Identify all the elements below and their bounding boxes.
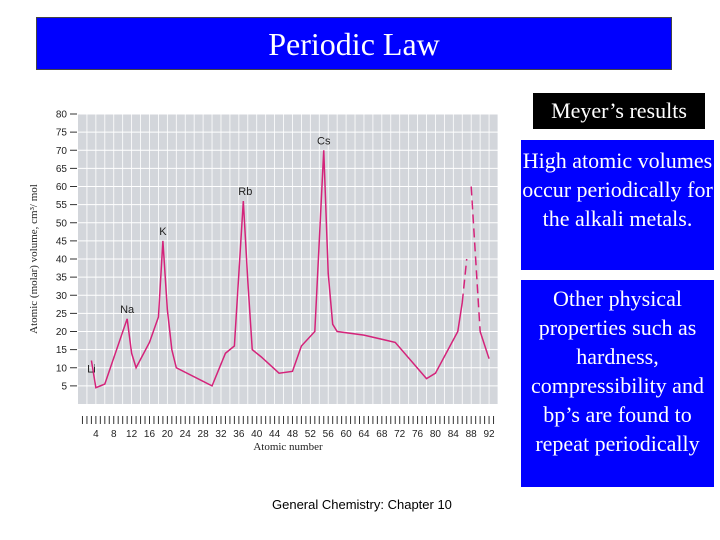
y-tick-label: 70 [56, 146, 68, 157]
x-axis-title: Atomic number [253, 441, 323, 453]
x-tick-label: 52 [305, 429, 317, 440]
y-tick-label: 5 [61, 381, 67, 392]
y-axis-title: Atomic (molar) volume, cm³/ mol [28, 184, 40, 334]
footer-text: General Chemistry: Chapter 10 [272, 497, 452, 512]
annotation-cs: Cs [317, 135, 331, 147]
series-dashed-2 [470, 186, 481, 332]
annotation-na: Na [120, 304, 135, 316]
meyer-results-label: Meyer’s results [533, 93, 705, 129]
x-tick-label: 16 [144, 429, 156, 440]
x-tick-label: 84 [448, 429, 460, 440]
x-tick-label: 56 [323, 429, 335, 440]
x-tick-label: 68 [376, 429, 388, 440]
x-tick-label: 76 [412, 429, 424, 440]
y-tick-label: 15 [56, 345, 68, 356]
series-dashed-1 [461, 258, 468, 303]
annotation-li: Li [87, 364, 96, 376]
x-tick-label: 80 [430, 429, 442, 440]
x-tick-label: 20 [162, 429, 174, 440]
y-tick-label: 35 [56, 273, 68, 284]
x-tick-label: 72 [394, 429, 406, 440]
meyer-chart: 5 10 15 20 25 30 35 40 45 50 55 60 65 70 75 80 4 8 12 16 20 2… [25, 104, 505, 464]
slide-title: Periodic Law [36, 17, 672, 70]
x-tick-label: 64 [358, 429, 370, 440]
x-tick-label: 12 [126, 429, 138, 440]
y-tick-label: 80 [56, 110, 68, 121]
x-tick-label: 28 [198, 429, 210, 440]
x-tick-label: 92 [484, 429, 496, 440]
x-tick-label: 44 [269, 429, 281, 440]
y-tick-label: 10 [56, 363, 68, 374]
series-line-1 [90, 150, 463, 389]
y-tick-label: 60 [56, 182, 68, 193]
x-tick-label: 4 [93, 429, 99, 440]
x-tick-label: 88 [466, 429, 478, 440]
x-tick-label: 40 [251, 429, 263, 440]
x-tick-label: 48 [287, 429, 299, 440]
y-tick-label: 55 [56, 200, 68, 211]
alkali-text-box: High atomic volumes occur periodically f… [521, 140, 714, 270]
y-tick-label: 20 [56, 327, 68, 338]
y-tick-label: 30 [56, 291, 68, 302]
series-line-2 [479, 331, 490, 359]
properties-text-box: Other physical properties such as hardne… [521, 280, 714, 487]
x-tick-label: 8 [111, 429, 117, 440]
y-tick-label: 45 [56, 236, 68, 247]
y-tick-label: 50 [56, 218, 68, 229]
y-tick-label: 25 [56, 309, 68, 320]
annotation-k: K [159, 226, 167, 238]
x-tick-label: 36 [233, 429, 245, 440]
x-tick-label: 60 [341, 429, 353, 440]
x-tick-label: 24 [180, 429, 192, 440]
y-tick-label: 40 [56, 255, 68, 266]
y-tick-label: 65 [56, 164, 68, 175]
y-tick-label: 75 [56, 128, 68, 139]
x-tick-label: 32 [215, 429, 227, 440]
annotation-rb: Rb [238, 186, 252, 198]
